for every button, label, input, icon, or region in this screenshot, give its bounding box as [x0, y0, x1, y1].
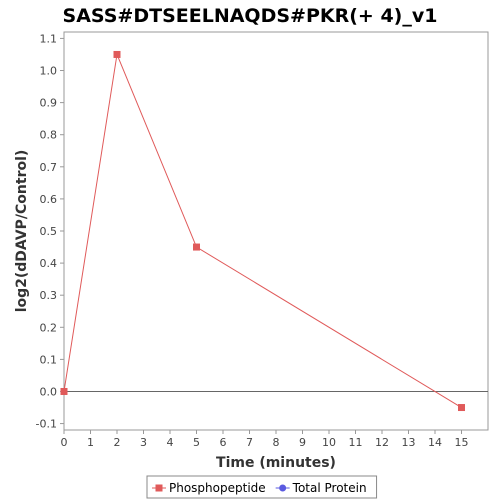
x-tick-label: 12 [375, 436, 389, 449]
y-tick-label: 0.7 [40, 161, 58, 174]
legend-label: Total Protein [292, 481, 367, 495]
y-tick-label: 0.3 [40, 289, 58, 302]
x-tick-label: 7 [246, 436, 253, 449]
legend-marker [279, 484, 287, 492]
x-axis-title: Time (minutes) [216, 455, 336, 471]
y-tick-label: 0.4 [40, 257, 58, 270]
series-layer [60, 50, 465, 412]
y-tick-label: -0.1 [36, 418, 57, 431]
y-tick-label: 0.9 [40, 97, 58, 110]
x-tick-label: 11 [349, 436, 363, 449]
x-tick-label: 6 [220, 436, 227, 449]
x-tick-label: 9 [299, 436, 306, 449]
x-axis: 0 1 2 3 4 5 6 7 8 9 10 11 12 13 14 15 [61, 430, 469, 449]
y-axis-title: log2(dDAVP/Control) [14, 150, 30, 313]
y-tick-label: 0.2 [40, 321, 58, 334]
y-tick-label: 1.0 [40, 65, 58, 78]
x-tick-label: 0 [61, 436, 68, 449]
legend-label: Phosphopeptide [169, 481, 266, 495]
data-point [193, 243, 200, 251]
x-tick-label: 15 [455, 436, 469, 449]
legend: Phosphopeptide Total Protein [146, 475, 378, 499]
series-line [63, 52, 462, 408]
data-point [60, 387, 68, 395]
plot-area [63, 31, 489, 431]
y-tick-label: 1.1 [40, 32, 58, 45]
y-tick-label: 0.5 [40, 225, 58, 238]
x-tick-label: 3 [140, 436, 147, 449]
y-tick-label: 0.1 [40, 353, 58, 366]
x-tick-label: 1 [87, 436, 94, 449]
legend-marker [155, 484, 163, 492]
x-tick-label: 4 [167, 436, 174, 449]
y-axis: -0.1 0.0 0.1 0.2 0.3 0.4 0.5 0.6 0.7 0.8 0.9 1.0 1.1 [36, 32, 64, 431]
x-tick-label: 13 [402, 436, 416, 449]
y-tick-label: 0.8 [40, 129, 58, 142]
x-tick-label: 10 [322, 436, 336, 449]
data-point [458, 404, 465, 412]
y-tick-label: 0.0 [40, 385, 58, 398]
data-point [113, 50, 121, 58]
x-tick-label: 14 [428, 436, 442, 449]
x-tick-label: 5 [193, 436, 200, 449]
chart-title: SASS#DTSEELNAQDS#PKR(+ 4)_v1 [63, 5, 438, 27]
x-tick-label: 2 [114, 436, 121, 449]
x-tick-label: 8 [273, 436, 280, 449]
y-tick-label: 0.6 [40, 193, 58, 206]
legend-box [146, 475, 378, 499]
